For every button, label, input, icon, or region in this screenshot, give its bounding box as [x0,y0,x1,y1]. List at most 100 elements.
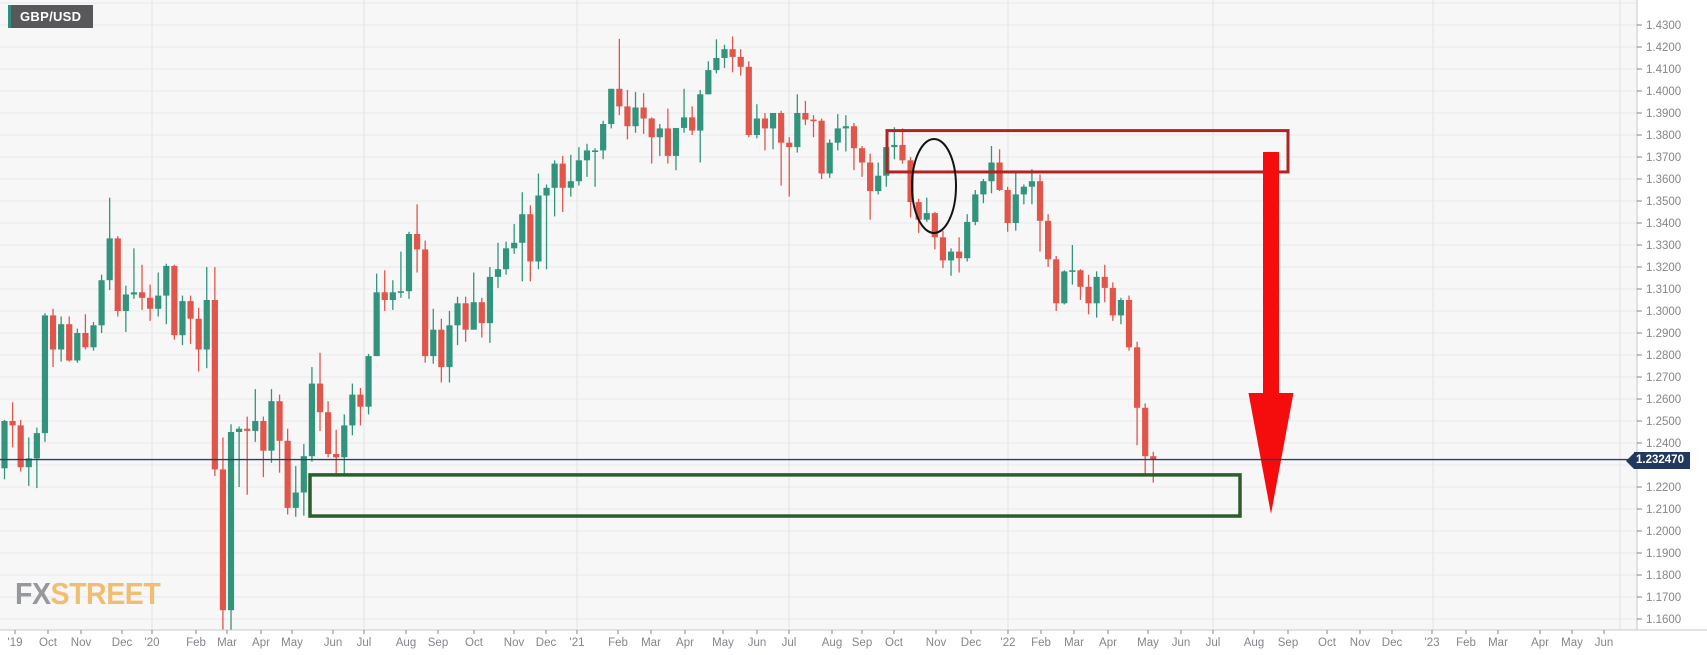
candle[interactable] [964,214,971,262]
candle[interactable] [875,162,882,195]
candle[interactable] [211,267,218,476]
candle[interactable] [640,93,647,134]
candle[interactable] [1093,271,1100,318]
candle[interactable] [470,272,477,330]
candle[interactable] [721,44,728,68]
candle[interactable] [292,466,299,517]
candle[interactable] [600,120,607,160]
candle[interactable] [648,117,655,164]
candle[interactable] [1004,186,1011,232]
candle[interactable] [794,94,801,153]
candle[interactable] [1125,295,1133,351]
candle[interactable] [90,322,97,351]
candle[interactable] [41,313,49,442]
candle[interactable] [333,429,340,476]
candle[interactable] [106,197,113,291]
candle[interactable] [219,437,227,655]
candle[interactable] [397,251,405,298]
demand-zone-box[interactable] [308,473,1242,518]
candle[interactable] [575,147,582,186]
candle[interactable] [729,36,736,73]
candle[interactable] [49,308,57,368]
candle[interactable] [616,38,623,116]
candle[interactable] [519,192,526,282]
candle[interactable] [551,160,558,217]
candle[interactable] [786,137,793,197]
candle[interactable] [438,318,445,383]
candle[interactable] [939,230,947,269]
candle[interactable] [858,146,866,177]
candle[interactable] [1150,451,1157,483]
candle[interactable] [341,414,348,475]
candle[interactable] [203,267,210,369]
candle[interactable] [1053,256,1060,311]
candle[interactable] [268,389,275,463]
candle[interactable] [624,89,631,140]
candle[interactable] [753,104,760,139]
candle[interactable] [850,122,858,171]
candle[interactable] [389,280,396,310]
y-axis[interactable]: 1.4300 1.4200 1.4100 1.4000 1.3900 1.3800 1.37… [1637,20,1681,626]
candle[interactable] [252,389,259,442]
candle[interactable] [1,419,8,480]
candle[interactable] [236,426,243,488]
candle[interactable] [365,353,372,415]
candle[interactable] [672,127,680,171]
candle[interactable] [486,267,493,343]
candle[interactable] [446,311,453,383]
candle[interactable] [316,352,324,431]
candle[interactable] [680,88,688,133]
candle[interactable] [947,248,955,276]
candle[interactable] [996,149,1003,192]
candle[interactable] [422,240,429,363]
candle[interactable] [745,61,752,138]
candle[interactable] [899,128,906,164]
candle[interactable] [535,173,542,270]
down-arrow[interactable] [1248,152,1294,514]
candle[interactable] [591,148,599,187]
candle[interactable] [187,295,194,344]
candle[interactable] [980,179,987,204]
candle[interactable] [713,39,720,74]
candle[interactable] [915,198,922,233]
highlight-ellipse[interactable] [911,138,957,234]
candle[interactable] [58,316,65,362]
candle[interactable] [244,416,251,495]
candle[interactable] [1012,172,1019,231]
candle[interactable] [66,316,73,362]
candle[interactable] [1061,270,1068,305]
candle[interactable] [122,285,129,332]
candle[interactable] [1117,297,1125,325]
candle[interactable] [810,115,817,138]
candle[interactable] [842,115,849,152]
candle[interactable] [478,297,485,338]
candle[interactable] [381,270,388,311]
candle[interactable] [705,61,712,95]
candle[interactable] [1077,269,1084,300]
candle[interactable] [147,284,154,321]
candle[interactable] [17,419,24,472]
candle[interactable] [567,154,574,197]
candle[interactable] [543,184,550,270]
candle[interactable] [689,106,696,135]
candle[interactable] [98,274,105,333]
candle[interactable] [1142,403,1149,475]
candle[interactable] [130,248,138,299]
candle[interactable] [737,49,744,76]
candle[interactable] [583,143,591,177]
candle[interactable] [769,113,777,150]
candle[interactable] [357,388,364,426]
candle[interactable] [697,89,704,163]
candle[interactable] [33,427,40,489]
candle[interactable] [260,416,267,478]
candle[interactable] [664,108,671,164]
candle[interactable] [511,224,518,254]
candle[interactable] [656,124,663,156]
candle[interactable] [413,204,421,273]
candle[interactable] [430,308,437,364]
candle[interactable] [1085,274,1092,315]
candle[interactable] [1109,282,1116,321]
candle[interactable] [1028,169,1036,205]
x-axis[interactable]: '19 Oct Nov Dec '20 Feb Mar Apr May Jun Jul Aug Sep O… [8,630,1614,649]
